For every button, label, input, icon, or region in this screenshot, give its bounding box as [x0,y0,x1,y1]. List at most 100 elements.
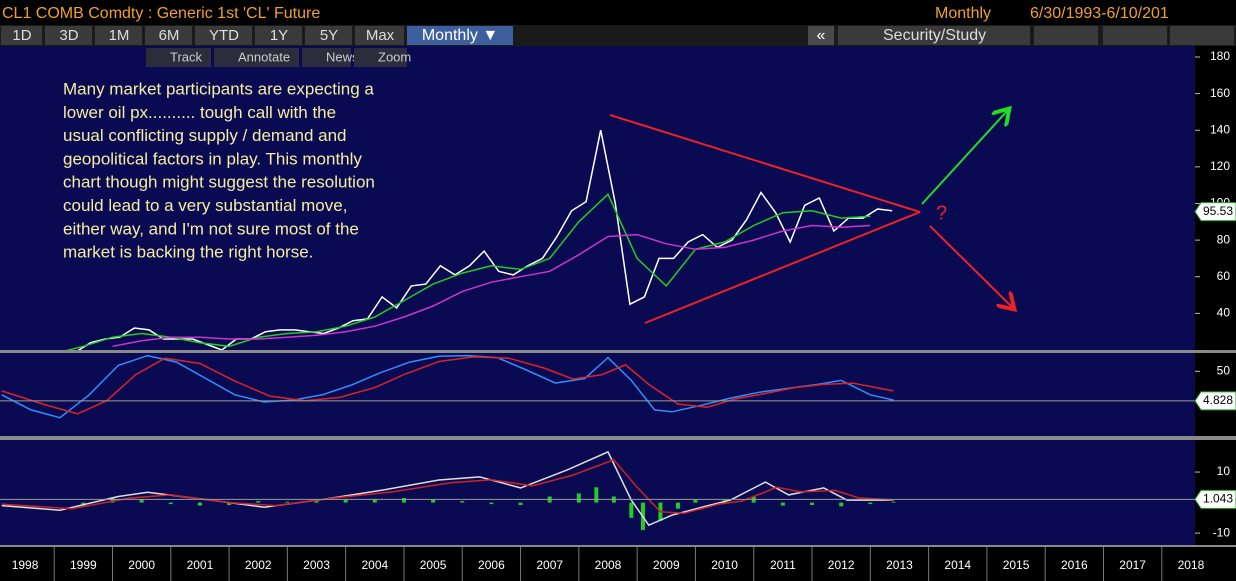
histogram-bar [489,502,494,505]
panel-divider [0,436,1236,440]
study-button[interactable] [838,26,1030,45]
y-tick-label: 160 [1210,86,1230,100]
histogram-bar [780,502,785,506]
x-tick-label: 2011 [770,558,796,572]
tool-label[interactable]: Zoom [378,49,411,64]
triangle-drawing [609,114,921,324]
annotation-line: geopolitical factors in play. This month… [63,149,362,168]
period-select-label[interactable]: Monthly ▼ [422,27,498,44]
range-button[interactable] [255,26,302,45]
series-line [65,193,871,350]
x-tick-label: 2007 [536,558,563,572]
icon-button[interactable] [1103,26,1167,45]
study-label[interactable]: Security/Study [883,27,986,44]
date-range: 6/30/1993-6/10/201 [1030,5,1169,22]
range-button[interactable] [45,26,92,45]
range-button-label[interactable]: 6M [159,27,180,44]
range-button-label[interactable]: Max [366,27,395,44]
last-value-tag [1194,202,1236,222]
tool-button[interactable] [302,48,351,67]
annotation-line: market is backing the right horse. [63,243,313,262]
y-tick-label: 50 [1217,363,1231,377]
x-tick-label: 2010 [711,558,738,572]
x-tick-label: 2012 [828,558,855,572]
histogram-bar [675,502,680,509]
histogram-bar [372,498,377,503]
series-line [1,356,894,415]
chart-0 [65,130,893,350]
histogram-bar [314,501,319,503]
histogram-bar [401,497,406,503]
histogram-bar [168,502,173,505]
oscillator-panel [0,353,1195,436]
x-tick-label: 2014 [944,558,971,572]
collapse-button[interactable] [808,26,834,45]
range-button-label[interactable]: 3D [59,27,78,44]
histogram-bar [518,502,523,506]
range-button-label[interactable]: 1M [109,27,130,44]
tool-label[interactable]: Track [170,49,203,64]
series-line [112,224,871,348]
histogram-bar [139,499,144,503]
x-tick-label: 2017 [1119,558,1146,572]
y-tick-label: 60 [1217,269,1231,283]
range-button[interactable] [95,26,142,45]
x-tick-label: 2005 [420,558,447,572]
range-button-label[interactable]: 1D [12,27,31,44]
collapse-label[interactable]: « [817,27,826,44]
trend-line [644,211,921,324]
range-button[interactable] [145,26,192,45]
histogram-bar [693,499,698,503]
icon-button[interactable] [1170,26,1234,45]
histogram-bar [431,499,436,503]
x-tick-label: 2009 [653,558,680,572]
x-tick-label: 2008 [595,558,622,572]
histogram-bar [460,501,465,503]
series-line [1,458,894,515]
y-tick-label: 80 [1217,232,1231,246]
x-tick-label: 2003 [303,558,330,572]
annotation-line: chart though might suggest the resolutio… [63,173,375,192]
axis-divider [0,545,1236,547]
range-button-label[interactable]: 1Y [270,27,288,44]
x-tick-label: 1999 [70,558,97,572]
annotation-line: lower oil px.......... tough call with t… [63,103,336,122]
trend-line [609,114,921,213]
icon-button[interactable] [1034,26,1098,45]
range-button[interactable] [355,26,404,45]
down-arrow [929,225,1013,308]
x-tick-label: 2006 [478,558,505,572]
tool-button[interactable] [354,48,407,67]
tool-label[interactable]: News [326,49,359,64]
histogram-bar [594,487,599,503]
range-button-label[interactable]: 5Y [320,27,338,44]
up-arrow [921,110,1008,205]
plots: 40608010012014016018095.53504.828-10101.… [0,49,1236,581]
histogram-bar [110,497,115,503]
histogram-bar [891,501,896,503]
x-tick-label: 2004 [361,558,388,572]
y-tick-label: 120 [1210,159,1230,173]
period-select[interactable] [407,26,513,45]
range-button-label[interactable]: YTD [209,27,239,44]
series-line [77,130,893,350]
range-button[interactable] [195,26,252,45]
tool-button[interactable] [146,48,211,67]
histogram-bar [868,502,873,505]
x-tick-label: 2018 [1178,558,1205,572]
x-tick-label: 2000 [128,558,155,572]
range-button[interactable] [305,26,352,45]
tool-label[interactable]: Annotate [238,49,290,64]
annotation-line: Many market participants are expecting a [63,79,374,98]
y-tick-label: 40 [1217,306,1231,320]
x-tick-label: 2016 [1061,558,1088,572]
last-value-tag [1194,391,1236,411]
annotation-line: usual conflicting supply / demand and [63,126,347,145]
security-title: CL1 COMB Comdty : Generic 1st 'CL' Futur… [2,5,320,22]
annotation-line: could lead to a very substantial move, [63,196,347,215]
tool-button[interactable] [214,48,299,67]
histogram-bar [576,493,581,503]
range-button[interactable] [1,26,42,45]
y-tick-label: 10 [1217,464,1231,478]
